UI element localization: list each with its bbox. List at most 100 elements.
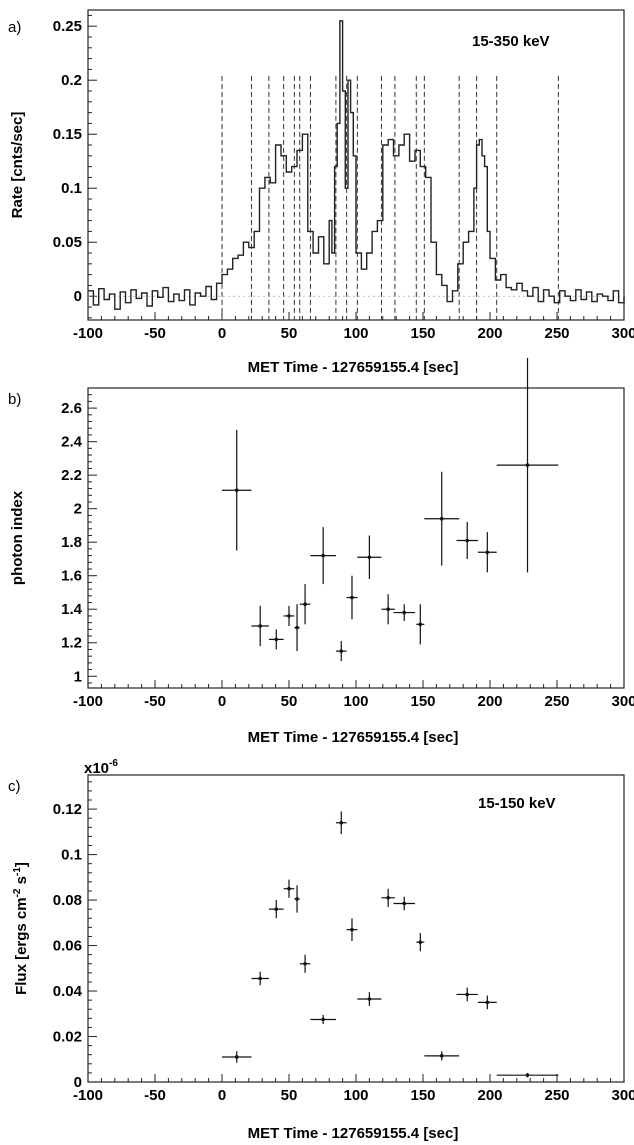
x-tick-label: -100 xyxy=(73,693,103,710)
panel-letter: a) xyxy=(8,19,21,36)
x-tick-label: 250 xyxy=(544,1087,569,1104)
y-tick-label: 0.12 xyxy=(53,801,82,818)
y-tick-label: 0 xyxy=(74,288,82,305)
panel-1: a) -100 -50 0 50 100 150 200 250 300 0 0.05 0.1 0.15 0… xyxy=(8,9,634,376)
data-marker xyxy=(321,553,325,558)
y-tick-label: 0 xyxy=(74,1074,82,1091)
y-tick-label: 2.6 xyxy=(61,400,82,417)
data-point xyxy=(335,641,347,662)
x-tick-label: -50 xyxy=(144,693,166,710)
data-marker xyxy=(367,997,372,1001)
y-tick-label: 0.1 xyxy=(61,180,82,197)
data-point xyxy=(477,995,497,1010)
x-tick-label: 0 xyxy=(218,693,226,710)
data-point xyxy=(357,535,382,580)
panel-letter: b) xyxy=(8,391,21,408)
data-marker xyxy=(303,961,307,966)
data-marker xyxy=(485,550,490,555)
data-marker xyxy=(367,555,372,560)
data-marker xyxy=(258,624,262,628)
data-marker xyxy=(274,907,279,911)
x-tick-label: -50 xyxy=(144,325,166,342)
data-point xyxy=(424,471,460,566)
y-axis-title-part: -2 xyxy=(12,888,23,897)
data-marker xyxy=(485,1000,490,1005)
data-marker xyxy=(386,607,390,612)
data-marker xyxy=(525,1073,530,1077)
y-tick-label: 1 xyxy=(74,668,82,685)
data-point xyxy=(310,1014,336,1025)
data-marker xyxy=(321,1017,325,1022)
data-point xyxy=(456,987,478,1002)
y-tick-label: 1.6 xyxy=(61,568,82,585)
x-tick-label: 100 xyxy=(343,693,368,710)
y-tick-label: 1.8 xyxy=(61,534,82,551)
x-tick-label: 200 xyxy=(477,1087,502,1104)
plot-frame xyxy=(87,387,625,689)
data-point xyxy=(346,918,358,942)
y-axis-title-part: Flux [ergs cm xyxy=(13,897,30,995)
y-tick-label: 0.25 xyxy=(53,18,82,35)
x-tick-label: 150 xyxy=(410,693,435,710)
data-point xyxy=(310,527,336,585)
rate-light-curve xyxy=(88,20,625,310)
y-axis-multiplier-exponent: -6 xyxy=(109,758,118,769)
data-point xyxy=(268,900,284,919)
data-marker xyxy=(234,488,239,493)
data-marker xyxy=(295,897,299,901)
data-marker xyxy=(287,614,291,618)
data-point xyxy=(283,605,295,626)
data-point xyxy=(222,429,252,551)
data-marker xyxy=(525,463,530,467)
x-tick-label: 300 xyxy=(611,693,634,710)
data-point xyxy=(381,594,395,625)
data-point xyxy=(251,971,269,986)
data-point xyxy=(357,992,382,1006)
y-axis-title-part: ] xyxy=(13,862,30,867)
y-tick-label: 2.2 xyxy=(61,467,82,484)
data-marker xyxy=(402,610,407,615)
x-tick-label: 250 xyxy=(544,693,569,710)
y-tick-label: 0.04 xyxy=(53,983,83,1000)
data-marker xyxy=(386,896,390,900)
y-axis-multiplier: x10-6 xyxy=(84,758,118,777)
data-marker xyxy=(339,820,344,825)
data-point xyxy=(393,896,415,911)
data-marker xyxy=(274,637,279,642)
data-marker xyxy=(418,940,423,944)
data-point xyxy=(424,1051,460,1061)
y-tick-label: 0.02 xyxy=(53,1029,82,1046)
x-tick-label: 100 xyxy=(343,1087,368,1104)
data-point xyxy=(335,811,347,835)
y-tick-label: 0.1 xyxy=(61,847,82,864)
y-tick-label: 2.4 xyxy=(61,434,83,451)
x-tick-label: 50 xyxy=(281,325,298,342)
data-point xyxy=(268,629,284,650)
x-tick-label: 150 xyxy=(410,1087,435,1104)
x-tick-label: 250 xyxy=(544,325,569,342)
data-marker xyxy=(402,901,407,906)
data-marker xyxy=(287,886,291,891)
x-tick-label: 150 xyxy=(410,325,435,342)
x-tick-label: -100 xyxy=(73,1087,103,1104)
data-marker xyxy=(439,516,444,521)
y-axis-title: Flux [ergs cm-2 s-1] xyxy=(12,862,30,995)
x-axis-title: MET Time - 127659155.4 [sec] xyxy=(248,1125,459,1142)
panel-2: b) -100 -50 0 50 100 150 200 250 300 1 1.2 1.4 1.6 1.8… xyxy=(8,357,634,746)
data-marker xyxy=(295,625,299,630)
y-axis-title-part: -1 xyxy=(12,867,23,876)
y-tick-label: 0.05 xyxy=(53,234,82,251)
x-tick-label: 200 xyxy=(477,325,502,342)
energy-band-label: 15-350 keV xyxy=(472,33,550,50)
data-marker xyxy=(303,602,307,607)
data-point xyxy=(294,885,300,913)
y-tick-label: 1.4 xyxy=(61,601,83,618)
x-tick-label: 100 xyxy=(343,325,368,342)
x-tick-label: 50 xyxy=(281,693,298,710)
data-marker xyxy=(418,622,423,627)
y-tick-label: 1.2 xyxy=(61,635,82,652)
x-tick-label: 0 xyxy=(218,1087,226,1104)
x-axis-title: MET Time - 127659155.4 [sec] xyxy=(248,729,459,746)
data-point xyxy=(416,604,425,645)
